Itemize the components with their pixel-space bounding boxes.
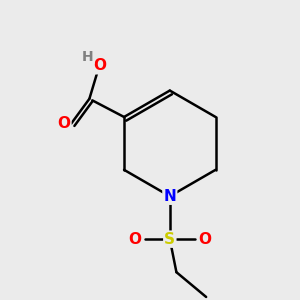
- Text: S: S: [164, 232, 175, 247]
- Text: O: O: [93, 58, 106, 73]
- Text: N: N: [164, 189, 176, 204]
- Text: H: H: [82, 50, 94, 64]
- Text: O: O: [199, 232, 212, 247]
- Text: O: O: [57, 116, 70, 131]
- Text: O: O: [128, 232, 141, 247]
